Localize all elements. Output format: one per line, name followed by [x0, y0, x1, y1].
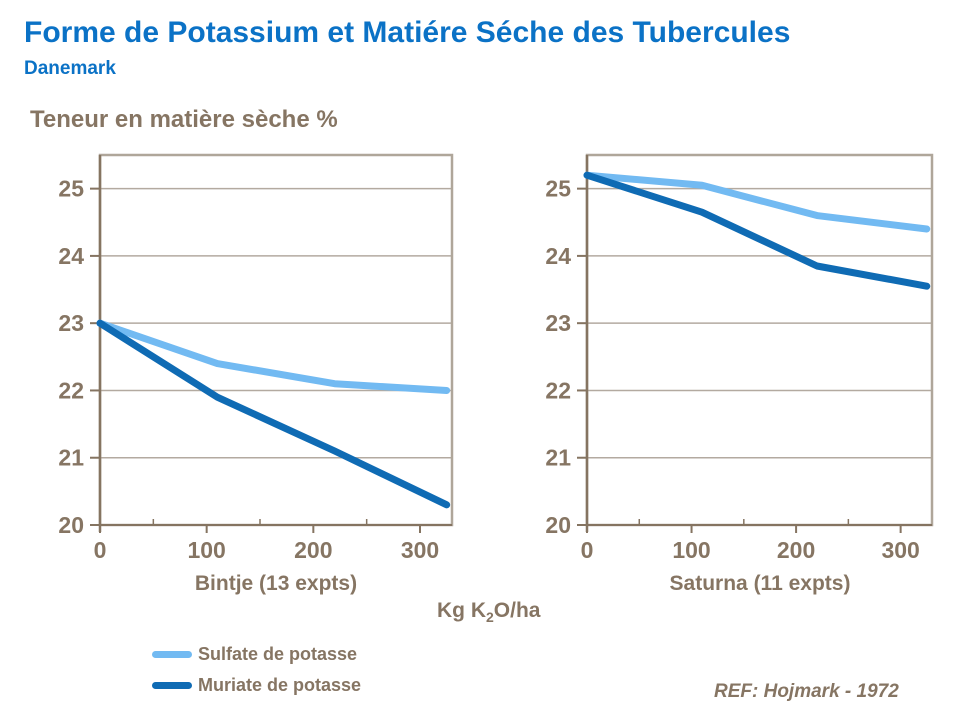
- y-tick-label: 21: [58, 445, 84, 471]
- x-unit-prefix: Kg K: [437, 599, 486, 622]
- x-tick-label: 100: [672, 537, 710, 563]
- y-axis-heading: Teneur en matière sèche %: [30, 106, 338, 133]
- reference-text: REF: Hojmark - 1972: [714, 681, 899, 702]
- series-line-sulfate: [583, 171, 931, 233]
- legend-item: Sulfate de potasse: [152, 642, 361, 666]
- x-axis-unit-label: Kg K2O/ha: [437, 599, 540, 625]
- y-tick-label: 20: [545, 512, 571, 538]
- x-tick-label: 200: [777, 537, 815, 563]
- y-tick-label: 23: [58, 310, 84, 336]
- legend: Sulfate de potasse Muriate de potasse: [152, 642, 361, 704]
- y-tick-label: 23: [545, 310, 571, 336]
- series-line-sulfate: [96, 319, 451, 394]
- slide-subtitle: Danemark: [24, 58, 116, 79]
- y-tick-label: 25: [545, 176, 571, 202]
- y-tick-label: 22: [58, 377, 84, 403]
- x-tick-label: 300: [401, 537, 439, 563]
- x-tick-label: 300: [881, 537, 919, 563]
- legend-label: Muriate de potasse: [198, 674, 362, 695]
- y-tick-label: 24: [545, 243, 571, 269]
- series-line-muriate: [583, 171, 931, 290]
- x-unit-subscript: 2: [486, 609, 494, 626]
- y-tick-label: 25: [58, 176, 84, 202]
- legend-item: Muriate de potasse: [152, 673, 361, 697]
- y-tick-label: 22: [545, 377, 571, 403]
- series-line-muriate: [96, 319, 451, 509]
- y-tick-label: 21: [545, 445, 571, 471]
- plot-border: [585, 153, 934, 527]
- legend-label: Sulfate de potasse: [198, 643, 358, 664]
- y-tick-label: 20: [58, 512, 84, 538]
- x-tick-label: 200: [294, 537, 332, 563]
- chart-bintje: 20 21 22 23 24 25 0 100 200 300: [58, 153, 454, 563]
- legend-swatch: [152, 681, 192, 689]
- chart-caption-bintje: Bintje (13 expts): [194, 572, 358, 595]
- chart-saturna: 20 21 22 23 24 25 0 100 200 300: [545, 153, 934, 563]
- legend-swatch: [152, 650, 192, 658]
- x-unit-suffix: O/ha: [493, 599, 541, 622]
- x-tick-label: 0: [94, 537, 107, 563]
- chart-caption-saturna: Saturna (11 expts): [669, 572, 851, 595]
- slide-title: Forme de Potassium et Matiére Séche des …: [24, 16, 791, 49]
- x-tick-label: 0: [581, 537, 594, 563]
- x-tick-label: 100: [187, 537, 225, 563]
- y-tick-label: 24: [58, 243, 84, 269]
